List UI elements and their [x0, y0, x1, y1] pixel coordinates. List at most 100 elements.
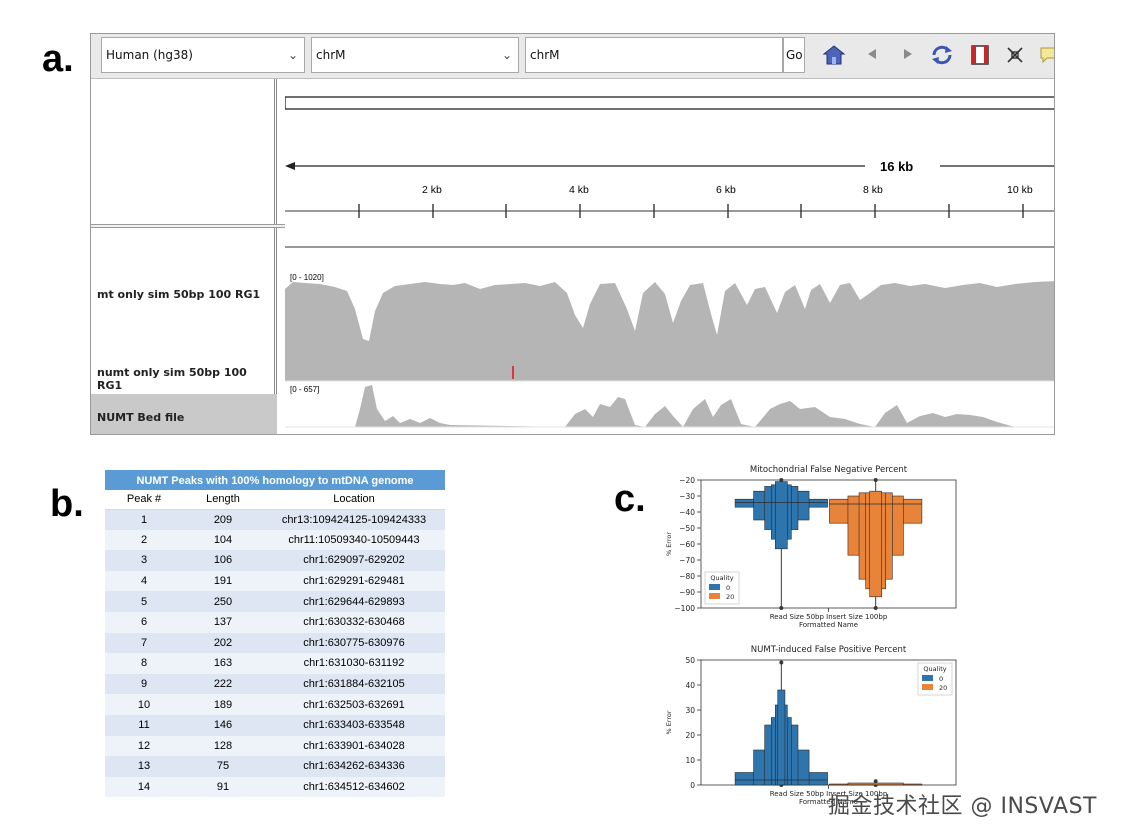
- refresh-icon[interactable]: [929, 44, 955, 68]
- false-negative-chart: Mitochondrial False Negative Percent −20 −…: [665, 465, 957, 629]
- outlier-point: [779, 478, 784, 482]
- home-icon[interactable]: [821, 44, 847, 68]
- cell-peak: 14: [105, 776, 183, 798]
- cell-location: chr11:10509340-10509443: [263, 529, 445, 551]
- chromosome-select-value: chrM: [316, 48, 346, 62]
- mt-coverage-area[interactable]: [285, 281, 1055, 381]
- table-row: 5 250 chr1:629644-629893: [105, 591, 445, 612]
- header-length: Length: [183, 490, 263, 510]
- table-row: 12 128 chr1:633901-634028: [105, 735, 445, 757]
- cell-peak: 4: [105, 570, 183, 592]
- outlier-point: [779, 660, 784, 665]
- table-row: 9 222 chr1:631884-632105: [105, 673, 445, 695]
- cell-location: chr1:629097-629202: [263, 550, 445, 571]
- numt-track-range: [0 - 657]: [290, 385, 319, 394]
- false-positive-chart: NUMT-induced False Positive Percent 0 10 20…: [665, 645, 957, 806]
- igv-toolbar: Human (hg38) ⌄ chrM ⌄ chrM Go: [91, 34, 1054, 79]
- numt-coverage-area[interactable]: [285, 385, 1055, 427]
- back-icon[interactable]: [859, 44, 885, 68]
- table-row: 8 163 chr1:631030-631192: [105, 653, 445, 674]
- table-row: 1 209 chr13:109424125-109424333: [105, 509, 445, 530]
- table-row: 13 75 chr1:634262-634336: [105, 756, 445, 777]
- cell-length: 202: [183, 632, 263, 654]
- chevron-down-icon: ⌄: [287, 48, 299, 62]
- cell-peak: 1: [105, 509, 183, 530]
- legend-entry: 20: [726, 593, 734, 601]
- y-axis-label: % Error: [665, 532, 673, 556]
- header-location: Location: [263, 490, 445, 510]
- cell-location: chr1:630775-630976: [263, 632, 445, 654]
- table-row: 7 202 chr1:630775-630976: [105, 632, 445, 654]
- forward-icon[interactable]: [895, 44, 921, 68]
- cell-peak: 11: [105, 714, 183, 736]
- ruler-tick-label: 10 kb: [1007, 184, 1033, 196]
- track-label-bed[interactable]: NUMT Bed file: [97, 411, 185, 424]
- ruler-tick-label: 2 kb: [422, 184, 442, 196]
- table-row: 3 106 chr1:629097-629202: [105, 550, 445, 571]
- chevron-down-icon: ⌄: [501, 48, 513, 62]
- table-row: 6 137 chr1:630332-630468: [105, 611, 445, 633]
- cell-peak: 10: [105, 694, 183, 715]
- cell-length: 128: [183, 735, 263, 757]
- x-tick-label: Read Size 50bp Insert Size 100bp: [770, 790, 888, 798]
- y-tick-label: −60: [679, 540, 695, 549]
- cell-length: 222: [183, 673, 263, 695]
- genome-select[interactable]: Human (hg38) ⌄: [101, 37, 305, 73]
- cell-length: 250: [183, 591, 263, 612]
- table-title: NUMT Peaks with 100% homology to mtDNA g…: [105, 470, 445, 490]
- ruler-tick-label: 4 kb: [569, 184, 589, 196]
- y-tick-label: 40: [685, 681, 695, 690]
- cell-location: chr1:629644-629893: [263, 591, 445, 612]
- legend-swatch: [922, 675, 933, 681]
- go-button[interactable]: Go: [783, 37, 805, 73]
- cell-location: chr1:634512-634602: [263, 776, 445, 798]
- cell-peak: 3: [105, 550, 183, 571]
- table-row: 10 189 chr1:632503-632691: [105, 694, 445, 715]
- outlier-point: [873, 779, 878, 784]
- region-icon[interactable]: [967, 44, 993, 68]
- chart-title: Mitochondrial False Negative Percent: [750, 465, 908, 475]
- x-tick-label: Read Size 50bp Insert Size 100bp: [770, 613, 888, 621]
- track-label-numt[interactable]: numt only sim 50bp 100 RG1: [97, 366, 247, 392]
- cell-location: chr1:631030-631192: [263, 653, 445, 674]
- locus-input-value: chrM: [530, 48, 560, 62]
- cell-peak: 5: [105, 591, 183, 612]
- cell-length: 104: [183, 529, 263, 551]
- mt-track-range: [0 - 1020]: [290, 273, 324, 282]
- y-tick-label: 30: [685, 706, 695, 715]
- cell-length: 75: [183, 756, 263, 777]
- chromosome-select[interactable]: chrM ⌄: [311, 37, 519, 73]
- y-tick-label: −20: [679, 476, 695, 485]
- track-label-mt[interactable]: mt only sim 50bp 100 RG1: [97, 288, 261, 301]
- numt-peaks-table: NUMT Peaks with 100% homology to mtDNA g…: [105, 470, 445, 798]
- cell-length: 106: [183, 550, 263, 571]
- legend-title: Quality: [923, 665, 946, 673]
- y-tick-label: −30: [679, 492, 695, 501]
- cell-location: chr1:630332-630468: [263, 611, 445, 633]
- cell-length: 91: [183, 776, 263, 798]
- resize-icon[interactable]: [1002, 44, 1028, 68]
- x-axis-label: Formatted Name: [799, 798, 858, 806]
- data-panel: 16 kb 2 kb 4 kb 6 kb 8 kb 10 kb [0 - 102…: [284, 79, 1055, 435]
- popup-icon[interactable]: [1036, 44, 1054, 68]
- cell-peak: 9: [105, 673, 183, 695]
- ideogram[interactable]: [284, 96, 1055, 110]
- locus-input[interactable]: chrM: [525, 37, 783, 73]
- table-row: 14 91 chr1:634512-634602: [105, 776, 445, 798]
- y-tick-label: −80: [679, 572, 695, 581]
- outlier-point: [873, 606, 878, 610]
- cell-location: chr1:632503-632691: [263, 694, 445, 715]
- ruler-tick-label: 8 kb: [863, 184, 883, 196]
- header-peak: Peak #: [105, 490, 183, 510]
- table-row: 4 191 chr1:629291-629481: [105, 570, 445, 592]
- y-axis-label: % Error: [665, 710, 673, 734]
- igv-browser-window: Human (hg38) ⌄ chrM ⌄ chrM Go: [90, 33, 1055, 435]
- x-axis-label: Formatted Name: [799, 621, 858, 629]
- igv-tracks-canvas[interactable]: 16 kb 2 kb 4 kb 6 kb 8 kb 10 kb [0 - 102…: [284, 79, 1055, 435]
- cell-location: chr13:109424125-109424333: [263, 509, 445, 530]
- y-tick-label: 0: [690, 781, 695, 790]
- y-tick-label: −50: [679, 524, 695, 533]
- table-row: 11 146 chr1:633403-633548: [105, 714, 445, 736]
- cell-peak: 8: [105, 653, 183, 674]
- outlier-point: [873, 478, 878, 482]
